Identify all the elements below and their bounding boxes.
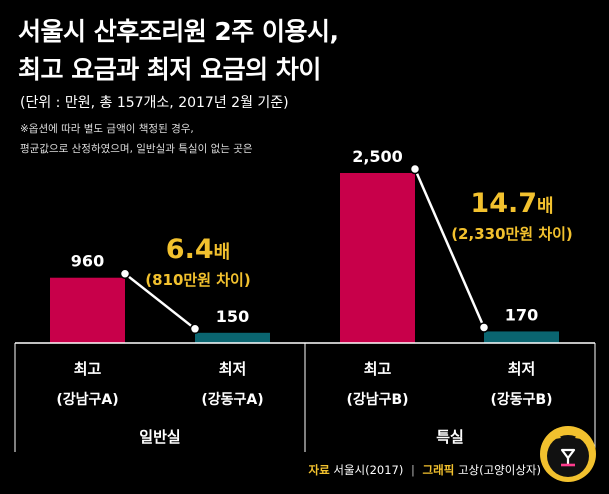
difference-label-일반실: (810만원 차이)	[145, 271, 250, 289]
tick-label-특실-최저: 최저	[508, 360, 536, 378]
unit-note: (단위 : 만원, 총 157개소, 2017년 2월 기준)	[20, 95, 289, 111]
connector-line-특실	[413, 168, 486, 328]
cat-box-logo-icon	[540, 426, 596, 482]
tick-sublabel-특실-최고: (강남구B)	[346, 391, 408, 408]
source-text: 서울시(2017)	[333, 463, 404, 477]
connector-dot-일반실-0	[119, 268, 131, 279]
data-label-일반실-최저: 150	[216, 307, 249, 326]
footer-credits: 자료 서울시(2017) | 그래픽 고상(고양이상자)	[309, 462, 541, 478]
chart-title-line-1: 서울시 산후조리원 2주 이용시,	[18, 17, 339, 46]
ratio-label-일반실: 6.4배	[166, 234, 230, 265]
footnote-line-1: ※옵션에 따라 별도 금액이 책정된 경우,	[20, 123, 194, 135]
tick-sublabel-일반실-최저: (강동구A)	[201, 391, 263, 408]
difference-label-특실: (2,330만원 차이)	[451, 225, 573, 243]
graphic-label: 그래픽	[422, 463, 455, 477]
data-label-일반실-최고: 960	[71, 252, 104, 271]
bar-특실-최저	[484, 331, 559, 343]
tick-label-일반실-최고: 최고	[74, 360, 102, 378]
footnote-line-2: 평균값으로 산정하였으며, 일반실과 특실이 없는 곳은	[20, 143, 253, 155]
tick-sublabel-일반실-최고: (강남구A)	[56, 391, 118, 408]
bar-일반실-최저	[195, 332, 270, 343]
group-label-특실: 특실	[436, 428, 464, 446]
connector-dot-일반실-1	[189, 323, 201, 335]
source-label: 자료	[308, 463, 330, 477]
data-label-특실-최저: 170	[505, 305, 538, 324]
chart-title-line-2: 최고 요금과 최저 요금의 차이	[18, 55, 321, 84]
bar-특실-최고	[340, 173, 415, 343]
footer-separator: |	[411, 463, 415, 477]
group-label-일반실: 일반실	[139, 428, 180, 446]
data-label-특실-최고: 2,500	[352, 147, 403, 166]
connector-dot-특실-0	[409, 163, 421, 175]
tick-label-일반실-최저: 최저	[219, 360, 247, 378]
bar-일반실-최고	[50, 277, 125, 343]
tick-sublabel-특실-최저: (강동구B)	[490, 391, 552, 408]
graphic-credit-text: 고상(고양이상자)	[457, 463, 541, 477]
connector-dot-특실-1	[478, 322, 490, 333]
ratio-label-특실: 14.7배	[470, 188, 553, 219]
tick-label-특실-최고: 최고	[364, 360, 392, 378]
connector-line-일반실	[124, 272, 196, 330]
